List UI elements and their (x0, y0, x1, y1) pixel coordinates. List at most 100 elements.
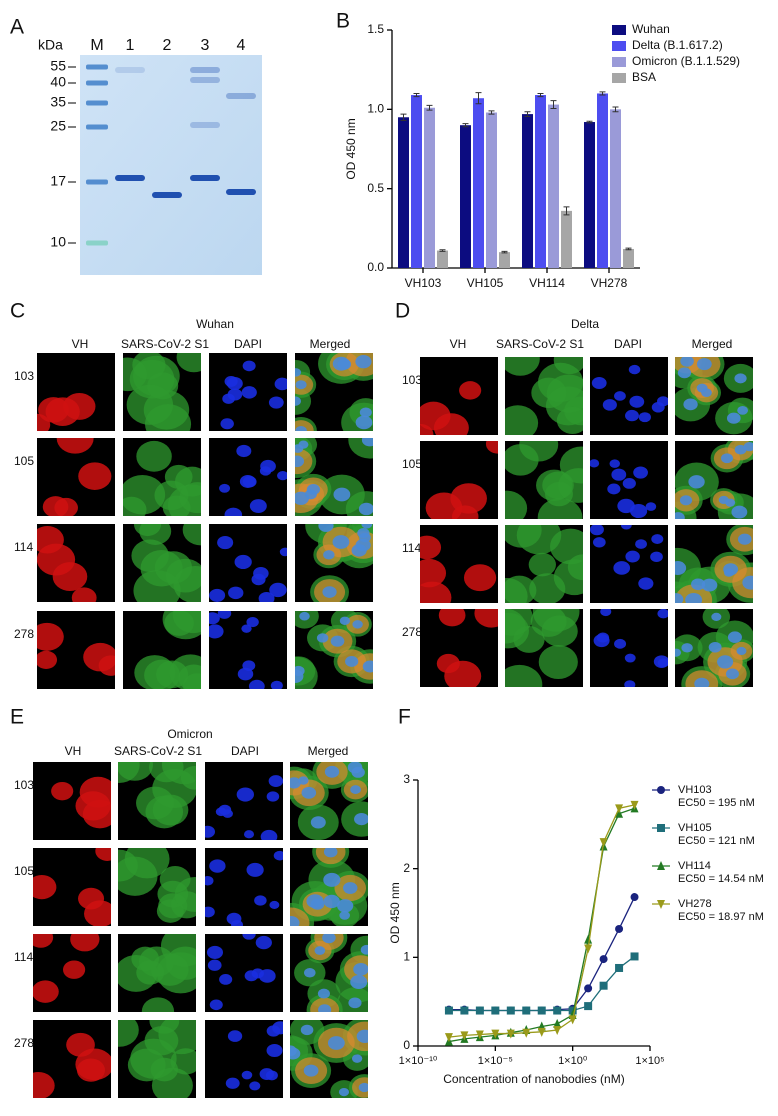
bar (584, 122, 595, 268)
cells (505, 525, 583, 603)
data-point (630, 893, 639, 902)
nucleus (355, 355, 372, 369)
nucleus (246, 616, 259, 628)
error-bar (537, 92, 544, 98)
nucleus (625, 409, 639, 422)
y-tick-label: 0 (403, 1038, 410, 1052)
micrograph (37, 353, 115, 431)
panel-label: C (10, 300, 25, 323)
cell-green (538, 645, 578, 679)
nucleus (620, 525, 632, 530)
legend-label: VH103 (678, 784, 712, 796)
data-point (522, 1028, 531, 1038)
nucleus (298, 440, 309, 449)
cell-green (531, 377, 567, 409)
cell-green (553, 357, 583, 375)
cell-red (420, 581, 452, 603)
nucleus (354, 812, 368, 826)
cell-green (558, 468, 583, 503)
cell-red (463, 564, 497, 592)
nucleus (339, 616, 351, 625)
nucleus (324, 765, 340, 778)
column-header: SARS-CoV-2 S1 (496, 337, 584, 351)
nucleus (219, 483, 231, 493)
cells (436, 609, 498, 687)
error-bar (550, 100, 557, 110)
cell-red (425, 492, 463, 519)
micrograph (505, 525, 583, 603)
nucleus (358, 502, 373, 516)
cells (675, 441, 753, 519)
micrograph (33, 1020, 111, 1098)
micrograph (205, 1020, 283, 1098)
panel-title: Wuhan (196, 317, 234, 331)
bar (437, 250, 448, 268)
nucleus (362, 660, 373, 673)
nucleus (209, 859, 226, 873)
nucleus (727, 631, 742, 643)
micrograph (675, 441, 753, 519)
error-bar (413, 92, 420, 98)
data-point (584, 984, 593, 993)
nucleus (607, 483, 621, 495)
nucleus (242, 476, 257, 488)
micrograph (590, 357, 668, 435)
nucleus (303, 1064, 319, 1077)
marker-label: 17 (50, 173, 66, 189)
panel-label: F (398, 706, 411, 729)
nucleus (361, 438, 373, 447)
cells (51, 776, 111, 829)
cell-red (56, 438, 94, 454)
micrograph (123, 524, 201, 602)
cells (420, 381, 482, 435)
micrograph (118, 848, 196, 926)
cell-green (130, 1038, 177, 1079)
nucleus (254, 895, 267, 906)
nucleus (675, 593, 684, 603)
micrograph (675, 357, 753, 435)
fit-line (448, 896, 636, 1012)
nucleus (332, 535, 350, 549)
nucleus (277, 470, 287, 481)
panel-title: Delta (571, 317, 599, 331)
nucleus (736, 646, 747, 656)
nucleus (248, 679, 265, 689)
cell-green (505, 490, 528, 519)
data-point (630, 800, 639, 810)
cell-green (505, 609, 533, 636)
nucleus (207, 959, 222, 971)
nucleus (265, 1070, 278, 1081)
data-point (615, 924, 624, 933)
nucleus (217, 611, 232, 619)
nucleus (209, 588, 226, 602)
data-point (491, 1029, 500, 1039)
cells (420, 535, 497, 603)
micrograph (295, 611, 373, 689)
cells (219, 444, 287, 516)
nucleus (683, 398, 698, 411)
cells (206, 934, 276, 1011)
row-label: 278 (402, 625, 422, 639)
micrograph-bg (590, 609, 668, 687)
y-tick-label: 1.0 (367, 102, 384, 116)
cells (675, 525, 753, 603)
cell-red (71, 587, 97, 602)
micrograph (123, 353, 201, 431)
marker-label: 10 (50, 234, 66, 250)
x-tick-label: 1×10⁰ (558, 1055, 588, 1067)
cell-green (139, 946, 175, 977)
cells (425, 441, 498, 519)
nucleus (242, 360, 256, 372)
column-header: VH (65, 744, 82, 758)
micrograph (505, 357, 583, 435)
lane-label: M (90, 37, 103, 54)
error-bar (612, 106, 619, 113)
nucleus (731, 505, 748, 519)
data-point (491, 1006, 500, 1015)
row-label: 105 (402, 457, 422, 471)
cell-red (459, 381, 482, 400)
nucleus (356, 1029, 368, 1043)
legend-label: BSA (632, 70, 656, 84)
cell-green (176, 353, 201, 373)
y-tick-label: 3 (403, 772, 410, 786)
